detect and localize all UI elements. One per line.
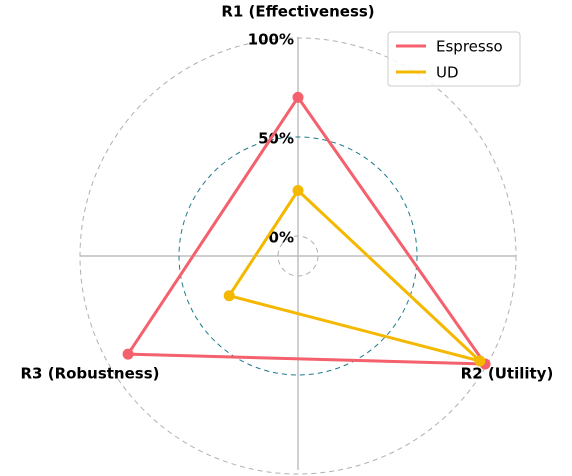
legend-label: UD bbox=[436, 64, 459, 82]
series-polygon bbox=[227, 189, 482, 363]
grid-circle bbox=[178, 136, 418, 376]
r-tick-label: 100% bbox=[248, 31, 294, 49]
axis-label: R3 (Robustness) bbox=[21, 365, 160, 383]
data-point bbox=[223, 290, 235, 302]
r-tick-label: 0% bbox=[269, 229, 294, 247]
series-polygon bbox=[126, 95, 487, 366]
grid-circle bbox=[277, 235, 319, 277]
legend: Espresso UD bbox=[387, 31, 521, 87]
axis-label: R1 (Effectiveness) bbox=[221, 3, 374, 21]
grid-circle bbox=[79, 37, 517, 475]
data-point bbox=[292, 91, 304, 103]
legend-label: Espresso bbox=[436, 38, 503, 56]
data-point bbox=[122, 348, 134, 360]
data-point bbox=[292, 184, 304, 196]
axis-label: R2 (Utility) bbox=[461, 365, 554, 383]
data-point bbox=[474, 355, 486, 367]
